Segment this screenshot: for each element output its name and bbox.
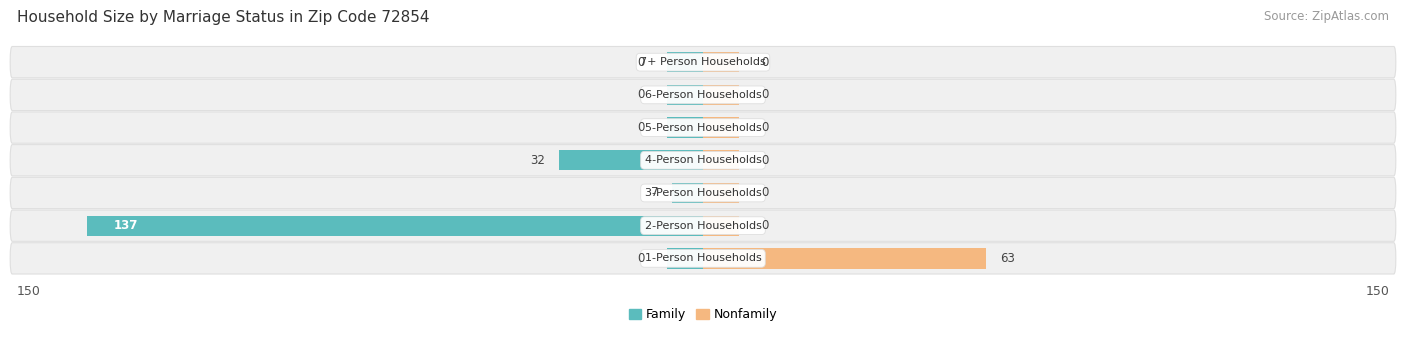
Text: 7+ Person Households: 7+ Person Households — [640, 57, 766, 67]
Text: 0: 0 — [637, 56, 644, 69]
Bar — [672, 183, 703, 203]
Text: 2-Person Households: 2-Person Households — [644, 221, 762, 231]
Text: 63: 63 — [1000, 252, 1015, 265]
FancyBboxPatch shape — [10, 46, 1396, 78]
Text: 4-Person Households: 4-Person Households — [644, 155, 762, 165]
FancyBboxPatch shape — [10, 243, 1396, 274]
Bar — [703, 248, 987, 268]
Bar — [703, 85, 740, 105]
Text: 0: 0 — [762, 187, 769, 199]
Text: 32: 32 — [530, 154, 546, 167]
Bar — [703, 183, 740, 203]
Text: 0: 0 — [637, 121, 644, 134]
Text: 1-Person Households: 1-Person Households — [644, 253, 762, 263]
FancyBboxPatch shape — [10, 177, 1396, 209]
Text: 0: 0 — [762, 154, 769, 167]
Bar — [703, 117, 740, 138]
Text: 7: 7 — [651, 187, 658, 199]
FancyBboxPatch shape — [10, 145, 1396, 176]
Text: 0: 0 — [762, 219, 769, 232]
Bar — [560, 150, 703, 170]
FancyBboxPatch shape — [10, 210, 1396, 241]
Text: Source: ZipAtlas.com: Source: ZipAtlas.com — [1264, 10, 1389, 23]
Bar — [666, 248, 703, 268]
Bar — [87, 216, 703, 236]
Legend: Family, Nonfamily: Family, Nonfamily — [624, 303, 782, 326]
Text: 0: 0 — [762, 121, 769, 134]
Text: 0: 0 — [762, 88, 769, 101]
Bar — [666, 117, 703, 138]
FancyBboxPatch shape — [10, 112, 1396, 143]
Text: 6-Person Households: 6-Person Households — [644, 90, 762, 100]
Bar — [703, 52, 740, 72]
Bar — [703, 150, 740, 170]
Text: 5-Person Households: 5-Person Households — [644, 122, 762, 133]
Text: 0: 0 — [762, 56, 769, 69]
Text: 0: 0 — [637, 88, 644, 101]
Text: 137: 137 — [114, 219, 138, 232]
Bar — [666, 85, 703, 105]
Bar — [703, 216, 740, 236]
Bar — [666, 52, 703, 72]
Text: 0: 0 — [637, 252, 644, 265]
Text: 3-Person Households: 3-Person Households — [644, 188, 762, 198]
Text: Household Size by Marriage Status in Zip Code 72854: Household Size by Marriage Status in Zip… — [17, 10, 429, 25]
FancyBboxPatch shape — [10, 79, 1396, 110]
